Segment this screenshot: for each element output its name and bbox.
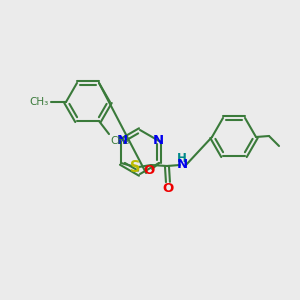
Text: H: H: [177, 152, 187, 164]
Text: N: N: [116, 134, 128, 148]
Text: S: S: [130, 160, 140, 175]
Text: O: O: [143, 164, 155, 178]
Text: N: N: [152, 134, 164, 148]
Text: N: N: [176, 158, 188, 172]
Text: O: O: [162, 182, 174, 194]
Text: CH₃: CH₃: [110, 136, 129, 146]
Text: CH₃: CH₃: [30, 97, 49, 107]
